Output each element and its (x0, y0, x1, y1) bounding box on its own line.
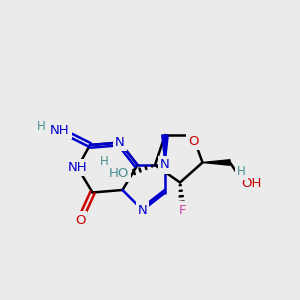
Text: N: N (115, 136, 125, 149)
Text: NH: NH (50, 124, 70, 136)
Polygon shape (162, 135, 168, 165)
Text: OH: OH (241, 177, 261, 190)
Text: H: H (99, 155, 108, 168)
Text: N: N (160, 158, 170, 172)
Text: H: H (37, 120, 46, 133)
Text: HO: HO (109, 167, 129, 180)
Text: H: H (237, 165, 246, 178)
Text: O: O (188, 135, 199, 148)
Text: O: O (75, 214, 85, 226)
Polygon shape (202, 160, 230, 165)
Text: F: F (179, 203, 186, 217)
Text: N: N (138, 203, 147, 217)
Text: NH: NH (68, 161, 87, 174)
